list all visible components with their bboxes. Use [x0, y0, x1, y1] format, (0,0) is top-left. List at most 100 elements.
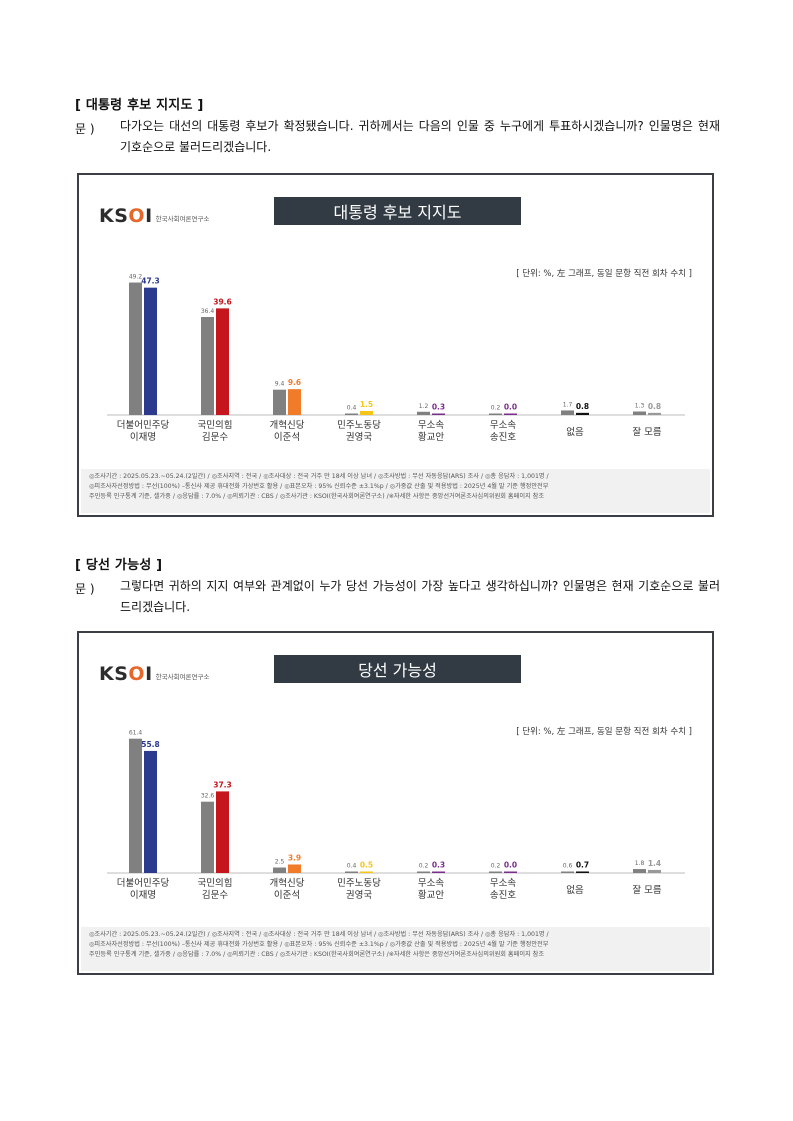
survey-footer: ◎조사기간 : 2025.05.23.~05.24.(2일간) / ◎조사지역 … [81, 927, 710, 971]
logo-subtitle: 한국사회여론연구소 [155, 673, 210, 681]
section-title: [ 대통령 후보 지지도 ] [75, 98, 204, 113]
current-bar [144, 750, 157, 873]
category-label: 잘 모름 [632, 884, 661, 896]
data-label: 0.8 [648, 402, 661, 411]
unit-note: [ 단위: %, 左 그래프, 동일 문항 직전 회차 수치 ] [516, 269, 692, 279]
category-label: 김문수 [202, 889, 228, 901]
previous-bar [489, 871, 502, 873]
previous-bar [633, 869, 646, 873]
current-bar [648, 869, 661, 873]
chart-title: 대통령 후보 지지도 [274, 197, 521, 225]
chart-title: 당선 가능성 [274, 655, 521, 683]
category-label: 황교안 [418, 890, 444, 901]
section-title: [ 당선 가능성 ] [75, 558, 163, 573]
current-bar [504, 871, 517, 873]
category-label: 없음 [566, 426, 584, 438]
previous-bar [633, 411, 646, 415]
previous-bar [417, 871, 430, 873]
logo-text: KSOI [99, 205, 153, 227]
chart-panel: KSOI 한국사회여론연구소 대통령 후보 지지도 [ 단위: %, 左 그래프… [77, 173, 714, 517]
previous-bar [273, 867, 286, 873]
question-text: 다가오는 대선의 대통령 후보가 확정됐습니다. 귀하께서는 다음의 인물 중 … [120, 119, 720, 154]
category-label: 무소속 [490, 420, 516, 431]
current-bar [144, 287, 157, 415]
data-label: 0.3 [432, 861, 445, 870]
category-label: 이준석 [274, 432, 300, 443]
data-label: 55.8 [141, 740, 160, 749]
current-bar [216, 791, 229, 873]
category-label: 이재명 [130, 890, 156, 901]
category-label: 더불어민주당 [117, 420, 170, 431]
data-label: 0.6 [563, 863, 573, 870]
data-label: 1.5 [360, 400, 373, 409]
logo-subtitle: 한국사회여론연구소 [155, 215, 210, 223]
category-label: 무소속 [490, 878, 516, 889]
current-bar [216, 308, 229, 415]
data-label: 0.2 [491, 405, 501, 412]
data-label: 0.5 [360, 861, 373, 870]
data-label: 3.9 [288, 853, 301, 862]
category-label: 김문수 [202, 431, 228, 443]
footer-line: ◎조사기간 : 2025.05.23.~05.24.(2일간) / ◎조사지역 … [89, 931, 549, 938]
previous-bar [201, 801, 214, 873]
previous-bar [417, 411, 430, 415]
logo-text: KSOI [99, 663, 153, 685]
category-label: 민주노동당 [337, 878, 381, 889]
category-label: 이준석 [274, 890, 300, 901]
data-label: 9.6 [288, 378, 301, 387]
data-label: 0.3 [432, 403, 445, 412]
current-bar [288, 864, 301, 873]
previous-bar [129, 282, 142, 415]
footer-line: ◎피조사자선정방법 : 무선(100%) –통신사 제공 휴대전화 가상번호 활… [89, 483, 549, 490]
data-label: 0.0 [504, 861, 517, 870]
data-label: 0.4 [347, 405, 357, 412]
data-label: 36.4 [201, 308, 215, 315]
data-label: 0.2 [491, 863, 501, 870]
category-label: 없음 [566, 884, 584, 896]
previous-bar [129, 738, 142, 873]
footer-line: ◎피조사자선정방법 : 무선(100%) –통신사 제공 휴대전화 가상번호 활… [89, 941, 549, 948]
current-bar [360, 871, 373, 873]
previous-bar [561, 871, 574, 873]
question-label: 문 ) [75, 582, 95, 596]
current-bar [648, 412, 661, 415]
current-bar [576, 871, 589, 873]
category-label: 이재명 [130, 432, 156, 443]
data-label: 0.4 [347, 863, 357, 870]
data-label: 1.2 [419, 403, 429, 410]
current-bar [504, 413, 517, 415]
category-label: 잘 모름 [632, 426, 661, 438]
chart-panel: KSOI 한국사회여론연구소 당선 가능성 [ 단위: %, 左 그래프, 동일… [77, 631, 714, 975]
data-label: 0.7 [576, 860, 589, 869]
unit-note: [ 단위: %, 左 그래프, 동일 문항 직전 회차 수치 ] [516, 727, 692, 737]
data-label: 49.2 [129, 274, 143, 281]
category-label: 권영국 [346, 431, 372, 443]
previous-bar [273, 389, 286, 415]
category-label: 무소속 [418, 878, 444, 889]
ksoi-logo: KSOI 한국사회여론연구소 [99, 663, 209, 685]
previous-bar [489, 413, 502, 415]
category-label: 무소속 [418, 420, 444, 431]
survey-footer: ◎조사기간 : 2025.05.23.~05.24.(2일간) / ◎조사지역 … [81, 469, 710, 513]
previous-bar [345, 871, 358, 873]
current-bar [432, 871, 445, 873]
category-label: 국민의힘 [198, 420, 233, 431]
data-label: 37.3 [213, 780, 232, 789]
data-label: 1.3 [635, 403, 645, 410]
current-bar [360, 410, 373, 415]
data-label: 1.4 [648, 859, 661, 868]
question-text: 그렇다면 귀하의 지지 여부와 관계없이 누가 당선 가능성이 가장 높다고 생… [120, 579, 720, 614]
category-label: 송진호 [490, 890, 516, 901]
data-label: 0.0 [504, 403, 517, 412]
category-label: 황교안 [418, 432, 444, 443]
data-label: 2.5 [275, 859, 285, 866]
ksoi-logo: KSOI 한국사회여론연구소 [99, 205, 209, 227]
current-bar [576, 412, 589, 415]
previous-bar [561, 410, 574, 415]
question-label: 문 ) [75, 122, 95, 136]
current-bar [432, 413, 445, 415]
footer-line: ◎조사기간 : 2025.05.23.~05.24.(2일간) / ◎조사지역 … [89, 473, 549, 480]
category-label: 민주노동당 [337, 420, 381, 431]
